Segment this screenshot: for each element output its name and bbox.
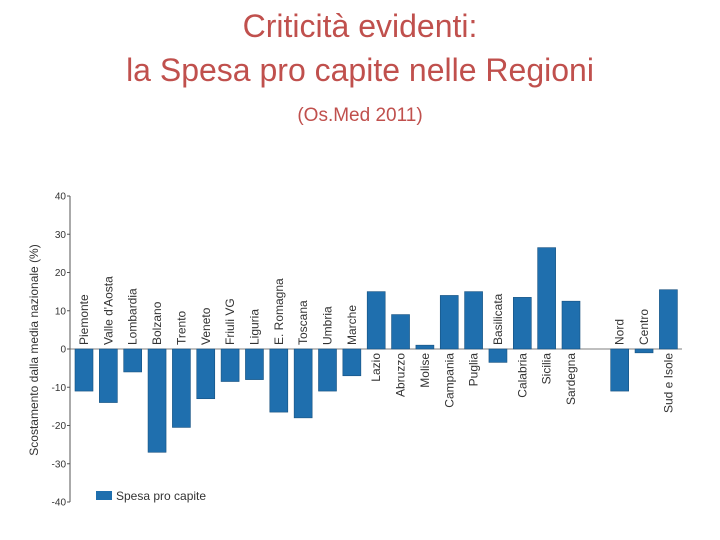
bar-centro — [634, 348, 654, 354]
category-label: Lombardia — [126, 288, 140, 345]
y-tick-label: 40 — [55, 192, 67, 203]
category-label: Veneto — [199, 307, 213, 345]
bar-piemonte — [74, 348, 94, 392]
category-label: Liguria — [247, 309, 261, 345]
bar-umbria — [318, 348, 337, 392]
bar-marche — [342, 348, 362, 377]
category-label: Piemonte — [77, 294, 91, 345]
category-label: Bolzano — [150, 301, 164, 345]
bar-toscana — [293, 348, 313, 419]
bar-friuli-vg — [220, 348, 240, 382]
bar-lazio — [366, 291, 386, 350]
bar-campania — [439, 295, 459, 350]
y-tick-label: 30 — [55, 230, 67, 241]
bars — [74, 247, 678, 453]
bar-nord — [610, 348, 630, 392]
category-label: Trento — [174, 310, 188, 345]
category-label: Centro — [637, 309, 651, 345]
category-label: Puglia — [467, 353, 481, 387]
bar-puglia — [464, 291, 483, 350]
category-label: Sicilia — [540, 353, 554, 385]
bar-molise — [415, 344, 435, 350]
y-tick-label: 20 — [55, 268, 67, 279]
slide-subtitle: (Os.Med 2011) — [297, 105, 423, 126]
y-tick-label: -20 — [52, 421, 67, 432]
bar-calabria — [512, 297, 532, 350]
category-label: Molise — [418, 353, 432, 388]
category-label: E. Romagna — [272, 278, 286, 345]
category-label: Umbria — [321, 306, 335, 345]
category-label: Calabria — [515, 353, 529, 398]
bar-basilicata — [488, 348, 508, 363]
legend-swatch — [96, 491, 112, 500]
y-tick-label: -40 — [52, 498, 67, 509]
category-label: Toscana — [296, 300, 310, 345]
bar-abruzzo — [391, 314, 410, 350]
bar-e-romagna — [269, 348, 289, 413]
y-axis-label: Scostamento dalla media nazionale (%) — [27, 244, 41, 455]
y-tick-label: -10 — [52, 383, 67, 394]
bar-sardegna — [561, 300, 581, 350]
bar-liguria — [245, 348, 264, 380]
legend-label: Spesa pro capite — [116, 489, 206, 503]
bar-trento — [172, 348, 191, 428]
bar-valle-d-aosta — [99, 348, 118, 403]
category-label: Sud e Isole — [661, 353, 675, 413]
category-label: Marche — [345, 305, 359, 345]
category-label: Basilicata — [491, 293, 505, 345]
y-axis: 40 30 20 10 0 -10 -20 -30 -40 — [52, 192, 682, 509]
category-label: Nord — [613, 319, 627, 345]
legend: Spesa pro capite — [96, 489, 206, 503]
category-labels: Piemonte Valle d'Aosta Lombardia Bolzano Tre… — [77, 276, 675, 413]
slide-title-line-2: la Spesa pro capite nelle Regioni — [126, 52, 594, 88]
category-label: Valle d'Aosta — [101, 276, 115, 345]
category-label: Lazio — [369, 353, 383, 382]
bar-sicilia — [537, 247, 556, 350]
category-label: Friuli VG — [223, 298, 237, 345]
bar-bolzano — [147, 348, 167, 453]
y-tick-label: -30 — [52, 459, 67, 470]
bar-veneto — [196, 348, 216, 400]
bar-lombardia — [123, 348, 142, 373]
category-label: Abruzzo — [394, 353, 408, 397]
bar-sud-e-isole — [659, 289, 678, 350]
y-tick-label: 10 — [55, 306, 67, 317]
slide-title-line-1: Criticità evidenti: — [242, 8, 478, 44]
category-label: Campania — [442, 353, 456, 408]
y-tick-label: 0 — [60, 345, 66, 356]
category-label: Sardegna — [564, 353, 578, 405]
